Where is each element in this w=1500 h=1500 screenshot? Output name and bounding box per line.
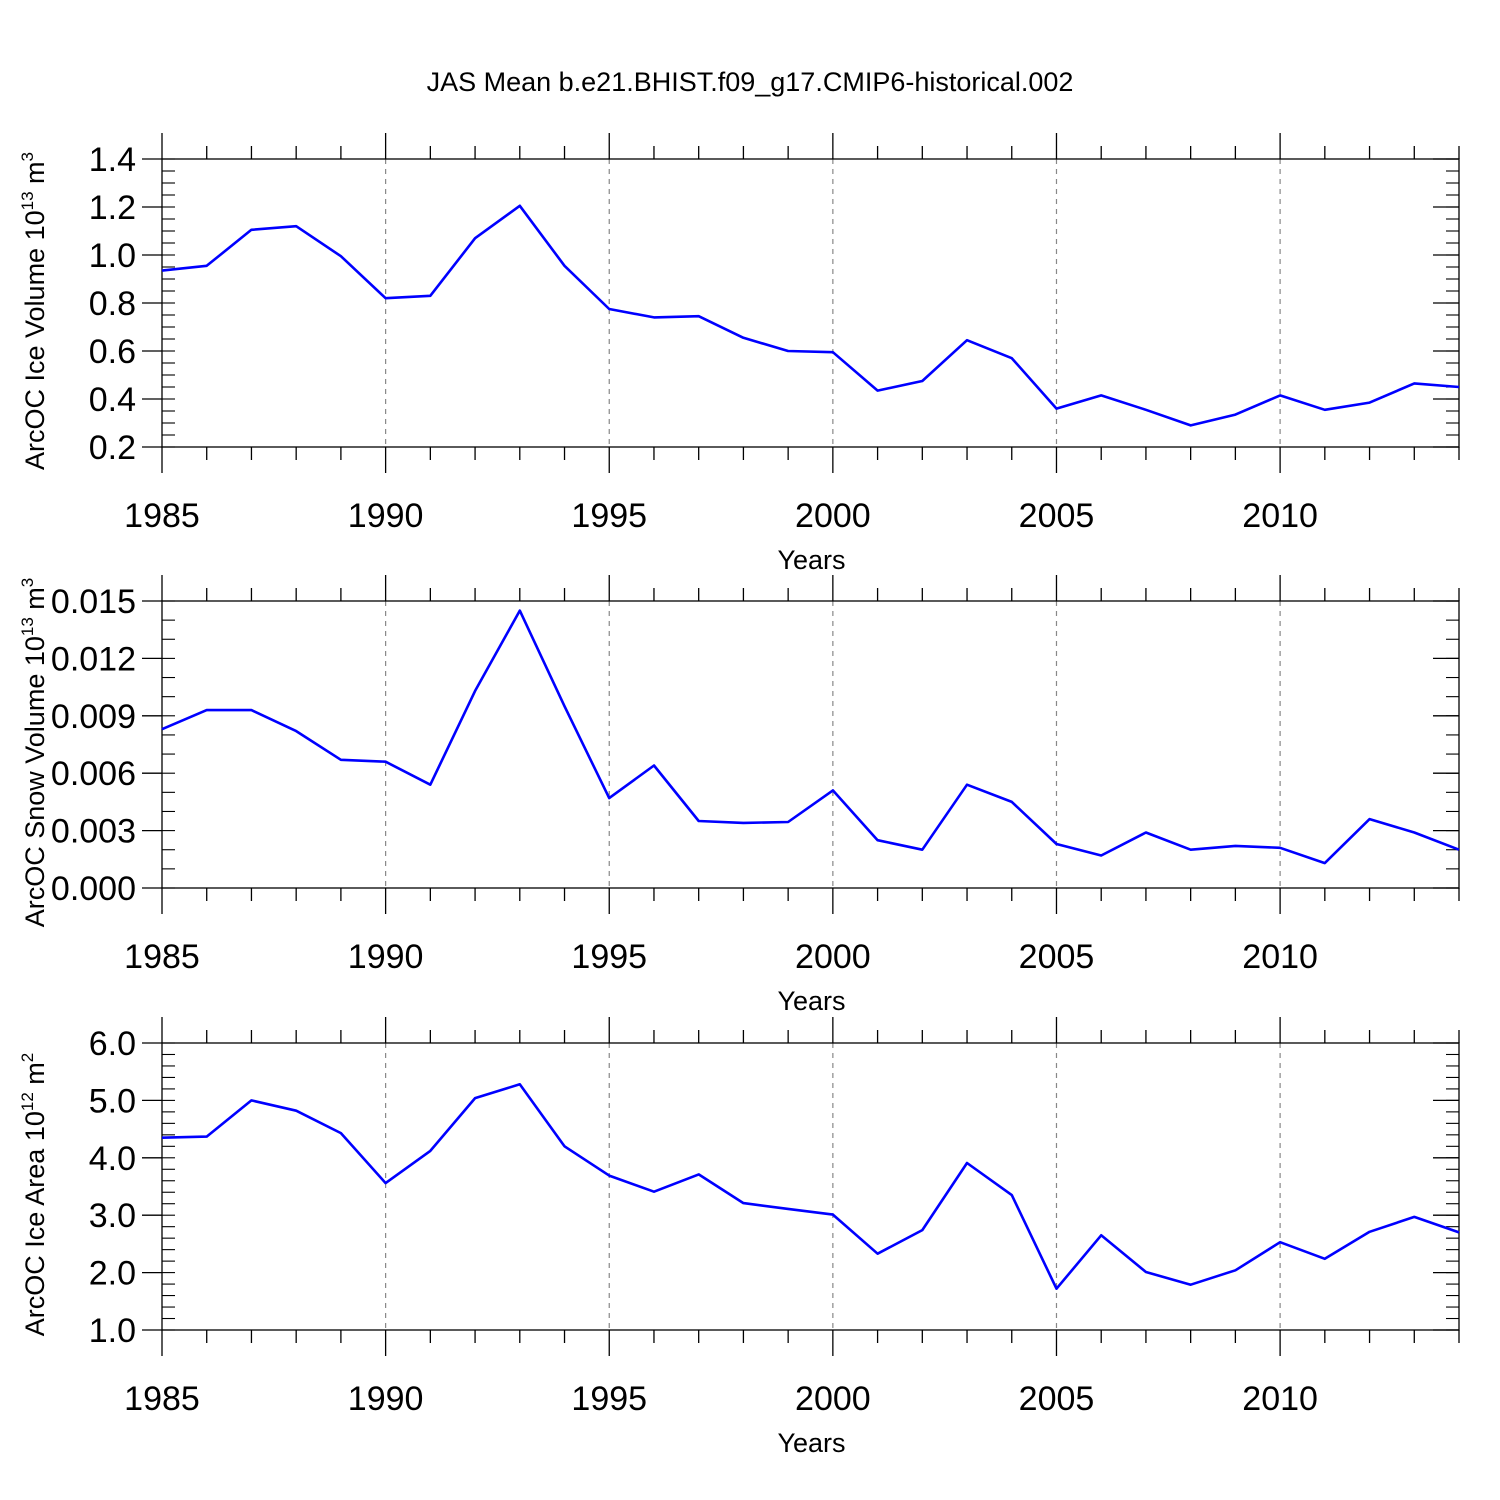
x-tick-label: 2000 — [795, 1380, 871, 1418]
x-axis-label: Years — [777, 545, 845, 575]
panel-2: 0.000 0.003 0.006 0.009 0.012 0.015 1985 1990 19… — [18, 575, 1460, 1016]
y-tick-label: 0.000 — [51, 870, 136, 908]
y-tick-label: 1.0 — [89, 237, 136, 275]
figure-title: JAS Mean b.e21.BHIST.f09_g17.CMIP6-histo… — [427, 67, 1074, 97]
x-tick-label: 2000 — [795, 938, 871, 976]
plot-frame — [161, 1042, 1460, 1331]
panel-3: 1.0 2.0 3.0 4.0 5.0 6.0 1985 1990 1995 2000 2005 20… — [18, 1017, 1460, 1458]
x-tick-label: 2005 — [1019, 938, 1095, 976]
y-tick-label: 1.2 — [89, 189, 136, 227]
x-tick-label: 1995 — [571, 938, 647, 976]
x-axis-label: Years — [777, 986, 845, 1016]
y-tick-label: 1.4 — [89, 141, 136, 179]
y-tick-label: 3.0 — [89, 1197, 136, 1235]
series-line — [161, 204, 1460, 427]
x-tick-label: 1985 — [124, 1380, 200, 1418]
y-tick-label: 2.0 — [89, 1255, 136, 1293]
x-tick-label: 1985 — [124, 497, 200, 535]
y-tick-label: 0.4 — [89, 381, 136, 419]
y-tick-label: 1.0 — [89, 1312, 136, 1350]
x-tick-label: 1995 — [571, 1380, 647, 1418]
y-axis-label: ArcOC Ice Area 1012 m2 — [18, 1053, 50, 1337]
x-tick-label: 1990 — [348, 938, 424, 976]
x-tick-label: 2005 — [1019, 497, 1095, 535]
y-tick-label: 0.012 — [51, 640, 136, 678]
y-tick-label: 0.015 — [51, 583, 136, 621]
y-tick-label: 0.003 — [51, 813, 136, 851]
x-tick-label: 1990 — [348, 497, 424, 535]
y-tick-label: 0.006 — [51, 755, 136, 793]
y-tick-label: 0.2 — [89, 429, 136, 467]
y-axis-label: ArcOC Snow Volume 1013 m3 — [18, 578, 50, 928]
panels: 0.2 0.4 0.6 0.8 1.0 1.2 1.4 1985 1990 1995 2000 200… — [18, 133, 1460, 1458]
y-tick-label: 0.009 — [51, 698, 136, 736]
x-tick-label: 2005 — [1019, 1380, 1095, 1418]
x-tick-label: 2010 — [1242, 1380, 1318, 1418]
x-tick-label: 2010 — [1242, 938, 1318, 976]
x-axis-label: Years — [777, 1428, 845, 1458]
x-tick-label: 1990 — [348, 1380, 424, 1418]
panel-1: 0.2 0.4 0.6 0.8 1.0 1.2 1.4 1985 1990 1995 2000 200… — [18, 133, 1460, 575]
y-tick-label: 0.8 — [89, 285, 136, 323]
y-tick-label: 4.0 — [89, 1140, 136, 1178]
x-tick-label: 2000 — [795, 497, 871, 535]
series-line — [161, 609, 1460, 865]
y-tick-label: 0.6 — [89, 333, 136, 371]
y-axis-label: ArcOC Ice Volume 1013 m3 — [18, 152, 50, 470]
x-tick-label: 1985 — [124, 938, 200, 976]
plot-frame — [161, 600, 1460, 889]
y-tick-label: 6.0 — [89, 1025, 136, 1063]
x-tick-label: 1995 — [571, 497, 647, 535]
y-tick-label: 5.0 — [89, 1082, 136, 1120]
series-line — [161, 1083, 1460, 1290]
x-tick-label: 2010 — [1242, 497, 1318, 535]
